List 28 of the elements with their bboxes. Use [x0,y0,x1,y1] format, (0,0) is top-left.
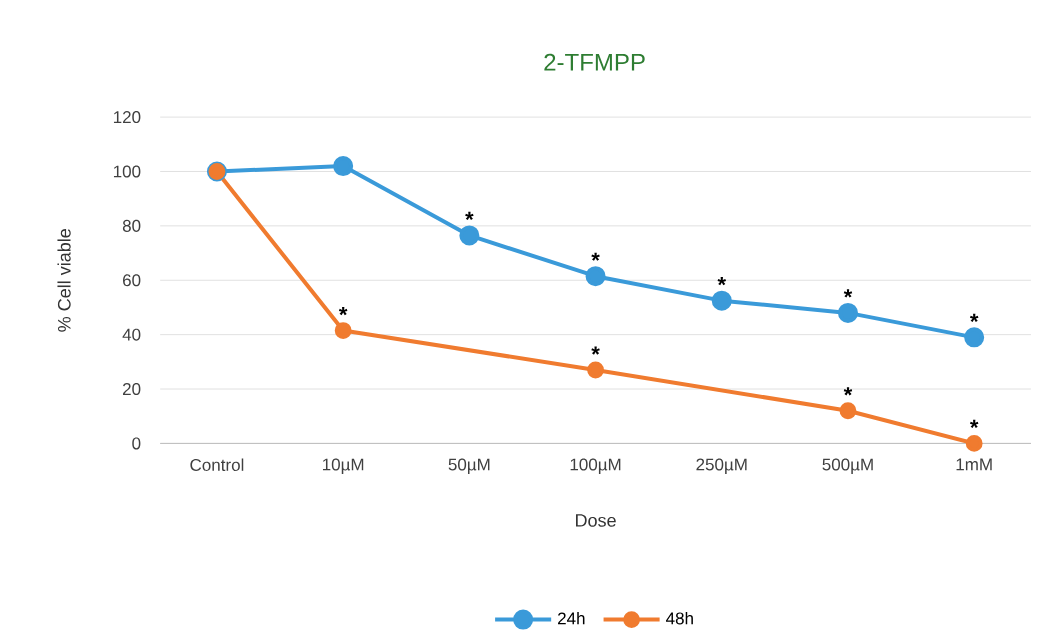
x-tick-label: 10µM [322,458,364,475]
legend-label: 24h [558,612,585,625]
y-tick-label: 80 [122,220,141,233]
x-tick-label: Control [190,458,244,472]
annotation: * [465,212,474,221]
x-axis-title: Dose [576,514,616,527]
y-tick-label: 120 [113,111,141,124]
y-axis-title: % Cell viable [57,229,71,332]
x-tick-label: 250µM [696,458,747,475]
annotation: * [338,307,348,316]
annotation: * [717,277,727,286]
annotation: * [591,346,600,355]
annotation: * [843,387,853,396]
x-tick-label: 500µM [822,458,873,475]
annotation: * [591,252,600,262]
annotation: * [969,314,979,323]
y-tick-label: 40 [122,328,141,341]
y-tick-label: 100 [113,165,141,178]
x-tick-label: 100µM [570,458,621,475]
x-tick-label: 1mM [956,458,992,471]
y-tick-label: 60 [123,274,141,287]
legend-label: 48h [666,612,693,625]
y-tick-label: 0 [132,437,141,450]
chart-title: 2-TFMPP [544,53,645,71]
annotation: * [843,289,853,298]
x-tick-label: 50µM [448,458,490,475]
annotation: * [969,420,979,429]
y-tick-label: 20 [122,383,141,396]
